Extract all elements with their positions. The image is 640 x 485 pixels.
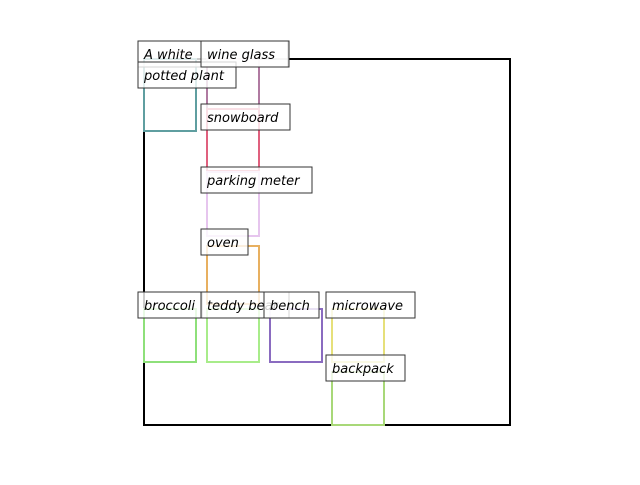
broccoli-label-background: [137, 291, 203, 319]
bench-label-tag: bench: [263, 291, 320, 319]
parking-meter-label-tag: parking meter: [200, 166, 313, 194]
oven-label-background: [200, 228, 249, 256]
labels-layer: A white potted plant wine glass snowboard pa…: [137, 40, 416, 382]
backpack-label-tag: backpack: [325, 354, 406, 382]
backpack-label-background: [325, 354, 406, 382]
microwave-label-text: microwave: [332, 299, 403, 314]
a-white-label-text: A white: [143, 48, 193, 63]
bench-label-background: [263, 291, 320, 319]
microwave-label-tag: microwave: [325, 291, 416, 319]
broccoli-label-text: broccoli: [144, 299, 195, 314]
microwave-label-background: [325, 291, 416, 319]
parking-meter-label-background: [200, 166, 313, 194]
image-frame: [143, 58, 511, 426]
broccoli-label-tag: broccoli: [137, 291, 203, 319]
snowboard-label-text: snowboard: [207, 111, 279, 126]
snowboard-label-tag: snowboard: [200, 103, 291, 131]
bench-label-text: bench: [270, 299, 310, 314]
wine-glass-label-tag: wine glass: [200, 40, 290, 68]
wine-glass-label-background: [200, 40, 290, 68]
parking-meter-label-text: parking meter: [206, 174, 301, 189]
oven-label-tag: oven: [200, 228, 249, 256]
snowboard-label-background: [200, 103, 291, 131]
potted-plant-label-text: potted plant: [143, 69, 225, 84]
teddy-bear-label-text: teddy bear: [207, 299, 280, 314]
backpack-label-text: backpack: [332, 362, 394, 377]
oven-label-text: oven: [207, 236, 239, 251]
wine-glass-label-text: wine glass: [207, 48, 275, 63]
